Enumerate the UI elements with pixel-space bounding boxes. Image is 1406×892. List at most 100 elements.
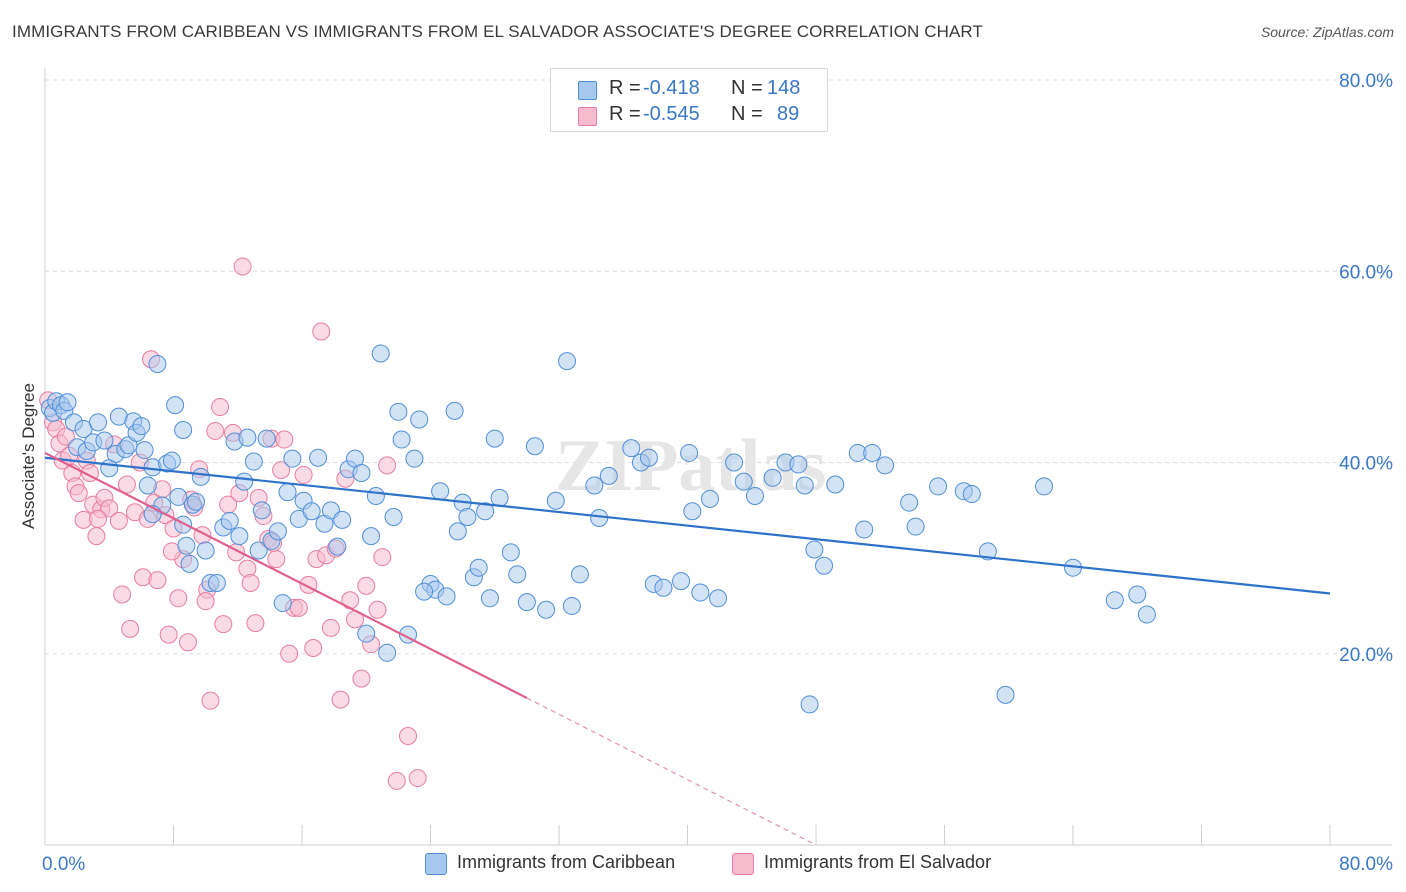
caribbean-point — [366, 486, 385, 505]
el-salvador-point — [289, 598, 308, 617]
caribbean-point — [352, 464, 371, 483]
el-salvador-point — [109, 511, 128, 530]
caribbean-point — [480, 589, 499, 608]
caribbean-point — [558, 352, 577, 371]
r-value: -0.545 — [643, 103, 700, 125]
caribbean-point — [680, 443, 699, 462]
caribbean-point — [328, 537, 347, 556]
caribbean-legend-swatch — [425, 853, 447, 875]
caribbean-point — [672, 572, 691, 591]
caribbean-point — [371, 344, 390, 363]
caribbean-point — [815, 556, 834, 575]
caribbean-point — [378, 643, 397, 662]
caribbean-point — [639, 448, 658, 467]
caribbean-point — [485, 429, 504, 448]
el-salvador-point — [312, 322, 331, 341]
caribbean-point — [709, 589, 728, 608]
caribbean-swatch — [578, 81, 597, 100]
caribbean-point — [174, 515, 193, 534]
caribbean-point — [273, 594, 292, 613]
caribbean-point — [700, 489, 719, 508]
caribbean-point — [309, 448, 328, 467]
caribbean-point — [132, 417, 151, 436]
caribbean-point — [725, 453, 744, 472]
el-salvador-trend-extension — [526, 697, 817, 846]
el-salvador-point — [408, 769, 427, 788]
caribbean-point — [929, 477, 948, 496]
caribbean-point — [249, 541, 268, 560]
el-salvador-trend-line — [44, 451, 528, 699]
caribbean-point — [763, 468, 782, 487]
el-salvador-point — [113, 585, 132, 604]
caribbean-point — [517, 593, 536, 612]
caribbean-point — [691, 583, 710, 602]
caribbean-point — [490, 488, 509, 507]
caribbean-point — [570, 565, 589, 584]
caribbean-point — [257, 429, 276, 448]
caribbean-point — [389, 402, 408, 421]
caribbean-point — [268, 522, 287, 541]
el-salvador-point — [121, 619, 140, 638]
series-caribbean-points — [40, 344, 1156, 714]
y-axis-title: Associate's Degree — [19, 383, 38, 529]
r-label: R = — [609, 77, 641, 99]
el-salvador-point — [331, 690, 350, 709]
legend-row-caribbean: R = -0.418 N = 148 — [551, 77, 827, 103]
caribbean-point — [622, 439, 641, 458]
caribbean-point — [191, 467, 210, 486]
caribbean-point — [1105, 591, 1124, 610]
y-tick-label: 40.0% — [1339, 454, 1393, 475]
el-salvador-swatch — [578, 107, 597, 126]
el-salvador-point — [280, 644, 299, 663]
caribbean-point — [166, 396, 185, 415]
r-value: -0.418 — [643, 77, 700, 99]
caribbean-point — [431, 482, 450, 501]
caribbean-point — [333, 510, 352, 529]
caribbean-point — [238, 428, 257, 447]
el-salvador-point — [272, 461, 291, 480]
caribbean-point — [525, 437, 544, 456]
el-salvador-legend-swatch — [732, 853, 754, 875]
el-salvador-point — [357, 576, 376, 595]
correlation-legend: R = -0.418 N = 148 R = -0.545 N = 89 — [550, 68, 828, 132]
caribbean-point — [745, 486, 764, 505]
caribbean-point — [138, 476, 157, 495]
caribbean-legend-label: Immigrants from Caribbean — [457, 852, 676, 872]
el-salvador-point — [206, 421, 225, 440]
caribbean-point — [585, 476, 604, 495]
caribbean-point — [546, 491, 565, 510]
caribbean-point — [174, 420, 193, 439]
el-salvador-point — [304, 639, 323, 658]
caribbean-point — [800, 695, 819, 714]
el-salvador-point — [178, 633, 197, 652]
el-salvador-point — [100, 499, 119, 518]
el-salvador-point — [321, 618, 340, 637]
n-value: 89 — [777, 103, 800, 125]
caribbean-point — [654, 578, 673, 597]
caribbean-point — [863, 443, 882, 462]
el-salvador-point — [246, 614, 265, 633]
el-salvador-legend-label: Immigrants from El Salvador — [764, 852, 992, 872]
caribbean-point — [437, 587, 456, 606]
el-salvador-point — [87, 527, 106, 546]
el-salvador-point — [352, 669, 371, 688]
caribbean-point — [230, 527, 249, 546]
caribbean-point — [855, 520, 874, 539]
caribbean-point — [508, 565, 527, 584]
caribbean-point — [58, 393, 77, 412]
caribbean-point — [501, 543, 520, 562]
caribbean-point — [95, 431, 114, 450]
caribbean-point — [683, 502, 702, 521]
caribbean-point — [415, 582, 434, 601]
caribbean-point — [469, 558, 488, 577]
source-label: Source: ZipAtlas.com — [1260, 24, 1394, 40]
caribbean-point — [148, 355, 167, 374]
el-salvador-point — [159, 625, 178, 644]
caribbean-point — [220, 511, 239, 530]
caribbean-point — [252, 501, 271, 520]
y-tick-label: 20.0% — [1339, 645, 1393, 666]
x-tick-label: 0.0% — [42, 854, 85, 875]
caribbean-point — [445, 401, 464, 420]
caribbean-point — [207, 573, 226, 592]
el-salvador-point — [148, 571, 167, 590]
